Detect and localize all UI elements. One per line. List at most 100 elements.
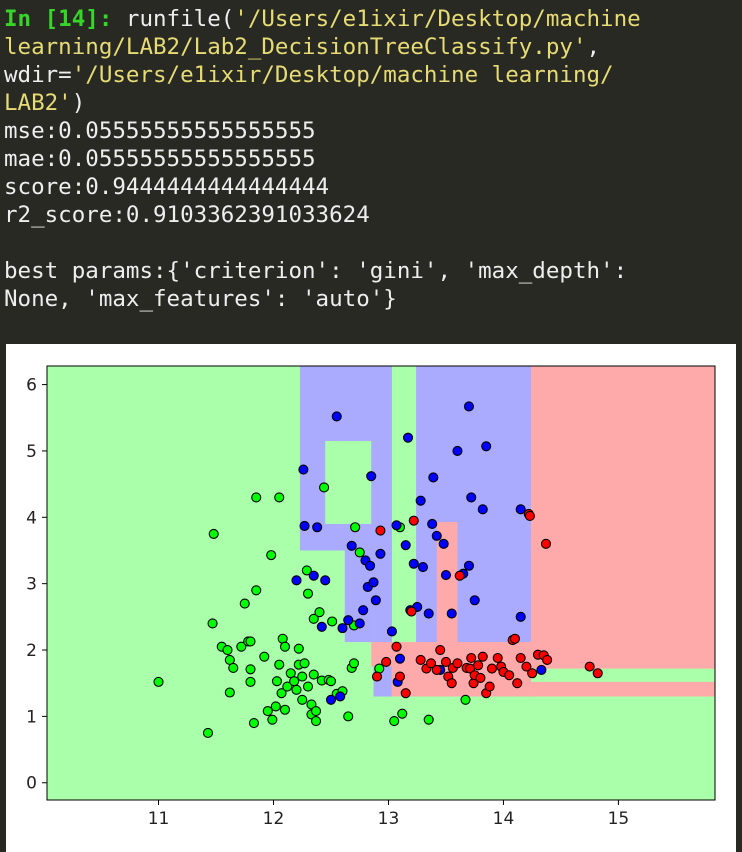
- point-class-red: [521, 661, 532, 672]
- point-class-red: [425, 658, 437, 669]
- point-class-blue: [316, 621, 327, 632]
- point-class-green: [354, 547, 365, 558]
- point-class-green: [299, 658, 310, 669]
- point-class-blue: [331, 411, 342, 422]
- point-class-blue: [375, 548, 386, 559]
- point-class-green: [271, 676, 282, 687]
- point-class-red: [527, 668, 538, 679]
- point-class-blue: [298, 464, 309, 475]
- point-class-blue: [417, 562, 429, 573]
- point-class-blue: [370, 595, 381, 606]
- point-class-green: [276, 688, 287, 699]
- y-tick-label: 3: [26, 575, 37, 595]
- point-class-blue: [408, 558, 419, 569]
- point-class-blue: [536, 664, 547, 675]
- point-class-blue: [299, 520, 310, 531]
- point-class-green: [245, 664, 256, 675]
- point-class-red: [454, 570, 465, 581]
- point-class-red: [584, 661, 595, 672]
- point-class-red: [475, 672, 486, 683]
- point-class-red: [375, 525, 386, 536]
- point-class-red: [381, 656, 392, 668]
- point-class-red: [504, 670, 515, 681]
- point-class-green: [397, 708, 408, 719]
- point-class-blue: [308, 570, 319, 581]
- point-class-red: [473, 660, 484, 671]
- plot-figure: 11 12 13 14 15 0 1 2 3 4 5 6: [6, 344, 736, 852]
- point-class-green: [291, 684, 302, 695]
- point-class-blue: [438, 538, 449, 549]
- point-class-blue: [452, 445, 463, 456]
- x-tick-label: 11: [148, 809, 170, 829]
- point-class-green: [310, 706, 322, 717]
- point-class-red: [394, 671, 406, 682]
- point-class-blue: [337, 623, 348, 634]
- wdir-arg: wdir=: [4, 62, 72, 88]
- output-score: score:0.9444444444444444: [4, 174, 330, 200]
- point-class-green: [207, 618, 218, 629]
- point-class-green: [224, 687, 235, 698]
- x-tick-label: 15: [608, 809, 630, 829]
- point-class-green: [266, 550, 277, 561]
- wdir-string-cont: LAB2': [4, 90, 72, 116]
- point-class-red: [391, 641, 402, 652]
- point-class-red: [540, 538, 552, 549]
- point-class-blue: [515, 504, 526, 515]
- point-class-green: [308, 669, 319, 680]
- y-tick-label: 0: [26, 774, 37, 794]
- point-class-blue: [446, 608, 457, 619]
- point-class-blue: [346, 540, 357, 551]
- point-class-green: [270, 701, 281, 712]
- point-class-red: [415, 654, 426, 666]
- point-class-blue: [343, 615, 354, 626]
- point-class-red: [408, 515, 419, 526]
- point-class-blue: [320, 575, 331, 586]
- point-class-green: [153, 676, 164, 687]
- point-class-green: [289, 676, 300, 687]
- point-class-green: [343, 711, 354, 722]
- point-class-red: [452, 658, 463, 669]
- point-class-red: [466, 652, 477, 664]
- point-class-blue: [394, 653, 406, 664]
- point-class-green: [236, 641, 247, 652]
- point-class-green: [350, 522, 361, 533]
- point-class-green: [348, 658, 360, 669]
- point-class-green: [297, 694, 308, 705]
- point-class-blue: [312, 522, 323, 533]
- point-class-red: [446, 678, 457, 689]
- point-class-blue: [358, 605, 369, 616]
- point-class-green: [262, 706, 273, 717]
- point-class-red: [406, 606, 417, 617]
- point-class-green: [245, 636, 256, 647]
- wdir-string: '/Users/e1ixir/Desktop/machine learning/: [71, 62, 614, 88]
- point-class-blue: [335, 691, 346, 702]
- output-r2-score: r2_score:0.9103362391033624: [4, 202, 370, 228]
- close-paren: ): [71, 90, 86, 116]
- point-class-blue: [325, 694, 337, 705]
- output-best-params-cont: None, 'max_features': 'auto'}: [4, 286, 397, 312]
- point-class-red: [484, 681, 495, 692]
- y-tick-label: 6: [26, 376, 37, 396]
- point-class-blue: [463, 560, 475, 571]
- decision-region-green: [531, 668, 715, 682]
- point-class-green: [327, 616, 338, 627]
- ipython-console: In [14]: runfile('/Users/e1ixir/Desktop/…: [4, 5, 738, 313]
- point-class-blue: [415, 495, 426, 506]
- point-class-blue: [291, 575, 302, 586]
- file-path-string-cont: learning/LAB2/Lab2_DecisionTreeClassify.…: [4, 34, 587, 60]
- point-class-green: [389, 715, 400, 727]
- point-class-green: [279, 641, 291, 652]
- decision-region-green: [325, 440, 372, 524]
- point-class-blue: [391, 520, 402, 531]
- point-class-green: [297, 671, 308, 682]
- point-class-red: [592, 668, 603, 679]
- point-class-red: [435, 644, 446, 656]
- input-prompt: In [14]:: [4, 6, 113, 32]
- point-class-red: [400, 688, 411, 699]
- point-class-green: [302, 681, 314, 692]
- point-class-blue: [354, 618, 365, 629]
- point-class-blue: [428, 472, 439, 483]
- point-class-blue: [427, 518, 438, 529]
- point-class-red: [477, 651, 488, 662]
